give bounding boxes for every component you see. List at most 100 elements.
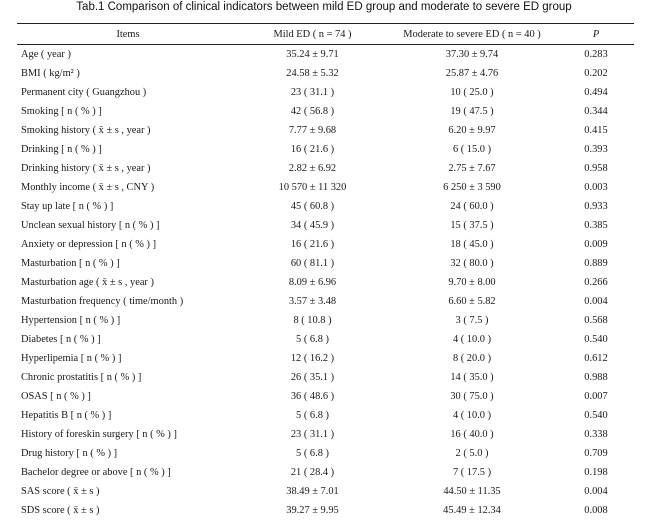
cell-item: Monthly income ( x̄ ± s , CNY ) (21, 181, 155, 193)
table-row: Drug history [ n ( % ) ] 5 ( 6.8 ) 2 ( 5.0… (17, 444, 634, 463)
cell-p: 0.003 (584, 181, 608, 193)
cell-mild: 45 ( 60.8 ) (290, 200, 335, 212)
cell-moderate: 3 ( 7.5 ) (455, 314, 489, 326)
header-p-value: P (558, 23, 634, 45)
cell-item: Masturbation frequency ( time/month ) (21, 295, 184, 307)
cell-mild: 3.57 ± 3.48 (288, 295, 337, 307)
table-row: Diabetes [ n ( % ) ] 5 ( 6.8 ) 4 ( 10.0 ) 0… (17, 330, 634, 349)
cell-p: 0.709 (584, 447, 608, 459)
cell-item: Drinking [ n ( % ) ] (21, 143, 102, 155)
table-row: Hypertension [ n ( % ) ] 8 ( 10.8 ) 3 ( 7.… (17, 311, 634, 330)
cell-p: 0.198 (584, 466, 608, 478)
cell-mild: 5 ( 6.8 ) (296, 333, 329, 345)
cell-item: Stay up late [ n ( % ) ] (21, 200, 114, 212)
cell-moderate: 15 ( 37.5 ) (450, 219, 494, 231)
cell-moderate: 19 ( 47.5 ) (450, 105, 494, 117)
header-moderate-severe-ed: Moderate to severe ED ( n = 40 ) (386, 23, 558, 45)
cell-moderate: 32 ( 80.0 ) (450, 257, 494, 269)
cell-p: 0.568 (584, 314, 608, 326)
cell-mild: 16 ( 21.6 ) (290, 238, 335, 250)
cell-mild: 5 ( 6.8 ) (296, 409, 329, 421)
cell-p: 0.008 (584, 504, 608, 516)
cell-mild: 21 ( 28.4 ) (290, 466, 335, 478)
cell-mild: 16 ( 21.6 ) (290, 143, 335, 155)
header-mild-ed: Mild ED ( n = 74 ) (239, 23, 386, 45)
table-row: Masturbation frequency ( time/month ) 3.5… (17, 292, 634, 311)
cell-mild: 26 ( 35.1 ) (290, 371, 335, 383)
table-row: Chronic prostatitis [ n ( % ) ] 26 ( 35.1… (17, 368, 634, 387)
cell-item: Hypertension [ n ( % ) ] (21, 314, 121, 326)
cell-item: SDS score ( x̄ ± s ) (21, 504, 100, 516)
cell-p: 0.540 (584, 409, 608, 421)
cell-item: Diabetes [ n ( % ) ] (21, 333, 101, 345)
cell-p: 0.283 (584, 48, 608, 60)
table-row: OSAS [ n ( % ) ] 36 ( 48.6 ) 30 ( 75.0 ) 0.… (17, 387, 634, 406)
cell-item: Smoking history ( x̄ ± s , year ) (21, 124, 151, 136)
cell-mild: 8.09 ± 6.96 (288, 276, 337, 288)
cell-mild: 36 ( 48.6 ) (290, 390, 335, 402)
table-caption: Tab.1 Comparison of clinical indicators … (76, 1, 572, 13)
cell-mild: 10 570 ± 11 320 (278, 181, 347, 193)
cell-p: 0.494 (584, 86, 608, 98)
table-row: Smoking [ n ( % ) ] 42 ( 56.8 ) 19 ( 47.5 … (17, 102, 634, 121)
cell-moderate: 4 ( 10.0 ) (452, 409, 492, 421)
cell-moderate: 8 ( 20.0 ) (452, 352, 492, 364)
cell-p: 0.385 (584, 219, 608, 231)
table-row: Smoking history ( x̄ ± s , year ) 7.77 ± … (17, 121, 634, 140)
cell-item: SAS score ( x̄ ± s ) (21, 485, 100, 497)
cell-p: 0.266 (584, 276, 608, 288)
cell-mild: 8 ( 10.8 ) (293, 314, 332, 326)
table-row: History of foreskin surgery [ n ( % ) ] 2… (17, 425, 634, 444)
table-row: BMI ( kg/m² ) 24.58 ± 5.32 25.87 ± 4.76 0.2… (17, 64, 634, 83)
table-row: Masturbation [ n ( % ) ] 60 ( 81.1 ) 32 ( … (17, 254, 634, 273)
table-row: Stay up late [ n ( % ) ] 45 ( 60.8 ) 24 ( … (17, 197, 634, 216)
cell-item: Drinking history ( x̄ ± s , year ) (21, 162, 151, 174)
cell-mild: 60 ( 81.1 ) (290, 257, 335, 269)
cell-mild: 5 ( 6.8 ) (296, 447, 329, 459)
table-row: Drinking history ( x̄ ± s , year ) 2.82 ±… (17, 159, 634, 178)
cell-moderate: 16 ( 40.0 ) (450, 428, 494, 440)
cell-moderate: 24 ( 60.0 ) (450, 200, 494, 212)
cell-item: Chronic prostatitis [ n ( % ) ] (21, 371, 142, 383)
cell-mild: 23 ( 31.1 ) (290, 86, 335, 98)
cell-mild: 38.49 ± 7.01 (286, 485, 339, 497)
cell-p: 0.202 (584, 67, 608, 79)
header-items: Items (17, 23, 239, 45)
cell-p: 0.009 (584, 238, 608, 250)
cell-item: History of foreskin surgery [ n ( % ) ] (21, 428, 177, 440)
cell-p: 0.889 (584, 257, 608, 269)
cell-mild: 35.24 ± 9.71 (286, 48, 339, 60)
cell-mild: 24.58 ± 5.32 (286, 67, 339, 79)
cell-mild: 39.27 ± 9.95 (286, 504, 339, 516)
table-row: SAS score ( x̄ ± s ) 38.49 ± 7.01 44.50 ± … (17, 482, 634, 501)
cell-mild: 42 ( 56.8 ) (290, 105, 335, 117)
cell-moderate: 2 ( 5.0 ) (455, 447, 489, 459)
cell-moderate: 6 250 ± 3 590 (443, 181, 501, 193)
cell-moderate: 30 ( 75.0 ) (450, 390, 494, 402)
table-row: SDS score ( x̄ ± s ) 39.27 ± 9.95 45.49 ± … (17, 501, 634, 520)
cell-item: Smoking [ n ( % ) ] (21, 105, 102, 117)
cell-item: Drug history [ n ( % ) ] (21, 447, 118, 459)
table-row: Permanent city ( Guangzhou ) 23 ( 31.1 ) 1… (17, 83, 634, 102)
cell-item: Masturbation age ( x̄ ± s , year ) (21, 276, 154, 288)
cell-p: 0.540 (584, 333, 608, 345)
cell-item: Unclean sexual history [ n ( % ) ] (21, 219, 160, 231)
cell-p: 0.004 (584, 295, 608, 307)
table-body: Age ( year ) 35.24 ± 9.71 37.30 ± 9.74 0.28… (17, 45, 634, 520)
clinical-indicators-table: Items Mild ED ( n = 74 ) Moderate to sev… (17, 23, 634, 520)
cell-p: 0.988 (584, 371, 608, 383)
table-header-row: Items Mild ED ( n = 74 ) Moderate to sev… (17, 23, 634, 45)
table-row: Monthly income ( x̄ ± s , CNY ) 10 570 ± … (17, 178, 634, 197)
table-row: Masturbation age ( x̄ ± s , year ) 8.09 ±… (17, 273, 634, 292)
table-row: Anxiety or depression [ n ( % ) ] 16 ( 21… (17, 235, 634, 254)
cell-moderate: 6.20 ± 9.97 (448, 124, 496, 136)
cell-moderate: 10 ( 25.0 ) (450, 86, 494, 98)
table-row: Hyperlipemia [ n ( % ) ] 12 ( 16.2 ) 8 ( 2… (17, 349, 634, 368)
cell-mild: 12 ( 16.2 ) (290, 352, 335, 364)
cell-p: 0.933 (584, 200, 608, 212)
cell-p: 0.004 (584, 485, 608, 497)
table-row: Drinking [ n ( % ) ] 16 ( 21.6 ) 6 ( 15.0 … (17, 140, 634, 159)
cell-moderate: 25.87 ± 4.76 (445, 67, 499, 79)
cell-mild: 7.77 ± 9.68 (288, 124, 337, 136)
cell-moderate: 9.70 ± 8.00 (448, 276, 496, 288)
